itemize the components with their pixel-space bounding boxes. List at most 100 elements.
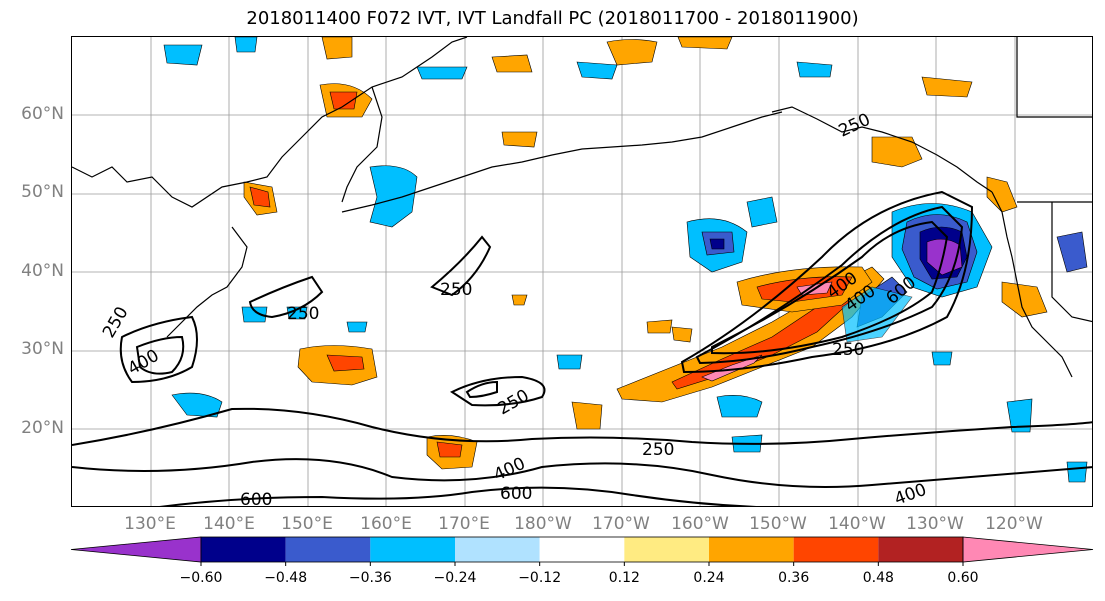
patch-misc-1 [671, 326, 693, 343]
contour-250-mid [248, 275, 324, 319]
lon-label-180w: 180°W [514, 514, 572, 534]
map-title: 2018011400 F072 IVT, IVT Landfall PC (20… [246, 8, 859, 29]
patch-pac-blue-5 [1006, 398, 1033, 433]
contour-250-north [430, 235, 492, 297]
lon-label-130w: 130°W [906, 514, 964, 534]
lon-label-170e: 170°E [438, 514, 490, 534]
colorbar-tick-label: 0.60 [947, 570, 979, 586]
contour-label: 600 [240, 490, 272, 507]
contour-label: 400 [491, 454, 529, 486]
patch-top-blue-3 [796, 61, 833, 78]
patch-top-blue-4 [416, 66, 468, 80]
contour-400-bottom [72, 458, 1092, 489]
lon-label-150e: 150°E [281, 514, 333, 534]
colorbar-segment [539, 537, 625, 562]
alaska-coast [771, 106, 993, 193]
contour-250-center [449, 375, 546, 407]
patch-pac-blue-1 [171, 392, 223, 418]
patch-misc-3 [921, 76, 973, 98]
west-coast-na [991, 191, 1073, 378]
patch-top-5 [501, 131, 538, 148]
contour-600-ar [711, 220, 949, 355]
colorbar-tick-label: −0.24 [433, 570, 477, 586]
contour-250-ar [680, 190, 974, 374]
map-panel: 250 250 250 250 250 250 250 400 400 400 … [71, 36, 1093, 507]
lon-label-120w: 120°W [985, 514, 1043, 534]
colorbar-tick-label: −0.36 [348, 570, 392, 586]
colorbar-segment [793, 537, 879, 562]
patch-top-2 [606, 39, 658, 66]
lat-label-20n: 20°N [21, 418, 64, 438]
colorbar-segment [455, 537, 540, 562]
colorbar-tick-label: 0.36 [778, 570, 810, 586]
coastlines [72, 37, 1092, 378]
patch-pac-nw [986, 176, 1018, 213]
lon-label-140w: 140°W [828, 514, 886, 534]
contour-label: 250 [836, 110, 874, 142]
contour-label: 250 [642, 440, 674, 460]
patch-japan-core [249, 186, 271, 208]
patch-pac-blue-6 [1056, 231, 1088, 273]
contour-400-west [135, 335, 185, 375]
lat-label-30n: 30°N [21, 339, 64, 359]
kamchatka [341, 86, 383, 203]
lon-label-140e: 140°E [203, 514, 255, 534]
patch-pac-blue-4 [931, 351, 953, 366]
patch-160e-30n-core [326, 354, 365, 372]
contour-label: 250 [832, 340, 864, 360]
map-canvas: 250 250 250 250 250 250 250 400 400 400 … [72, 37, 1092, 507]
lat-label-60n: 60°N [21, 104, 64, 124]
patch-40n-160w-dark [709, 238, 725, 250]
patch-gulf-alaska [871, 136, 923, 168]
asia-coast [72, 37, 468, 208]
patch-top-blue-5 [576, 61, 618, 80]
contour-label: 600 [500, 484, 532, 504]
lat-label-50n: 50°N [21, 182, 64, 202]
colorbar-tick-label: −0.48 [264, 570, 308, 586]
patch-mid-blue-1 [241, 306, 268, 323]
lat-label-40n: 40°N [21, 261, 64, 281]
colorbar-tick-label: 0.48 [862, 570, 894, 586]
colorbar-segment [709, 537, 794, 562]
patch-pac-blue-8 [1066, 461, 1088, 483]
contour-250-west [119, 315, 198, 384]
colorbar-tick-label: −0.60 [179, 570, 223, 586]
patch-mid-blue-3 [346, 321, 368, 333]
patch-top-blue-1 [163, 44, 203, 66]
na-interior-border [1016, 37, 1092, 118]
patch-top-4 [491, 54, 533, 73]
patch-pac-blue-3 [556, 354, 583, 370]
negative-ivt-patches [163, 37, 1088, 483]
patch-top-3 [677, 37, 733, 50]
patch-20n-170w-core [436, 441, 463, 458]
colorbar-segment [878, 537, 963, 562]
patch-top-1 [321, 37, 353, 60]
contour-400-ar [695, 205, 964, 365]
aleutians [341, 111, 783, 213]
lon-label-160e: 160°E [360, 514, 412, 534]
lon-label-160w: 160°W [671, 514, 729, 534]
patch-45n-155w [746, 196, 778, 228]
contour-250-inner [465, 380, 498, 399]
colorbar-segment [624, 537, 709, 562]
japan [166, 226, 248, 338]
ivt-contours [72, 190, 1092, 506]
lon-label-170w: 170°W [592, 514, 650, 534]
colorbar-segment [962, 536, 1094, 563]
lon-label-130e: 130°E [124, 514, 176, 534]
contour-label: 250 [495, 386, 533, 420]
colorbar-tick-label: −0.12 [518, 570, 562, 586]
colorbar-tick-label: 0.12 [608, 570, 640, 586]
patch-top-blue-2 [234, 37, 258, 53]
patch-misc-2 [646, 319, 673, 334]
colorbar-outline [200, 536, 964, 563]
contour-label: 250 [287, 304, 319, 324]
contour-250-bottom [72, 407, 1092, 446]
lon-label-150w: 150°W [749, 514, 807, 534]
colorbar-segment [201, 537, 286, 562]
colorbar-segment [285, 537, 371, 562]
colorbar-segment [70, 536, 202, 563]
patch-kamchatka [369, 165, 418, 228]
contour-600-bottom [159, 486, 757, 506]
patch-misc-4 [511, 294, 528, 306]
